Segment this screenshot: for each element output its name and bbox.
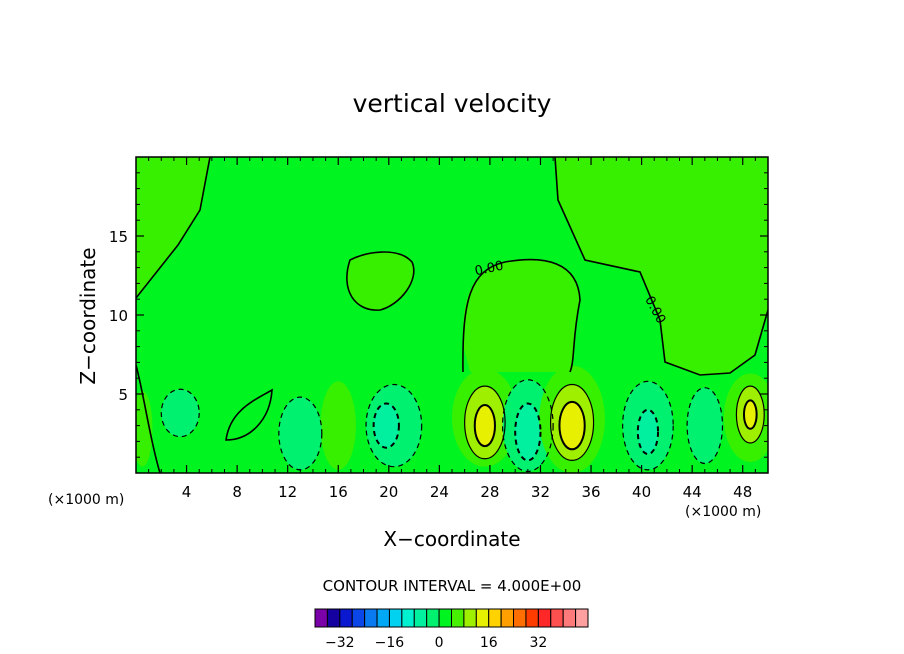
cell-e-inner-line [558,400,586,451]
cell-h-inner-line [742,399,758,430]
x-tick-label-8: 8 [232,483,242,501]
cell-g-outer-line [686,387,724,465]
y-axis-label: Z−coordinate [76,247,100,384]
cell-j-outer-line [160,388,200,438]
colorbar-swatch-10 [438,608,453,628]
cell-b-outer [320,381,356,470]
colorbar-swatch-18 [537,608,552,628]
cell-j-outer [161,389,200,437]
contour-zero-edge [136,364,161,473]
colorbar-swatch-16 [513,608,527,628]
cell-a-outer-line [365,383,423,468]
colorbar-swatch-15 [500,608,515,628]
cell-d-inner-line [514,402,542,462]
contour-label-0: 0.00 [473,259,504,280]
cell-h-mid-line [735,385,765,444]
contour-field [136,157,768,473]
x-axis-ticks: 4 8 12 16 20 24 28 32 36 40 44 48 [148,157,756,501]
x-tick-label-44: 44 [683,483,702,501]
chart-title: vertical velocity [353,89,552,118]
y-tick-label-10: 10 [109,307,128,325]
colorbar-swatch-11 [451,608,465,628]
cell-g-outer [687,387,723,464]
contour-fill-main [136,157,768,473]
colorbar-swatch-17 [525,608,539,628]
colorbar-label-0: −32 [325,635,355,651]
x-tick-label-28: 28 [480,483,499,501]
cell-d-inner [515,403,541,461]
colorbar-swatch-3 [351,608,366,628]
colorbar-swatch-5 [376,608,390,628]
contour-fill-center [462,259,580,372]
cell-a-inner-line [372,402,400,449]
x-tick-label-16: 16 [329,483,348,501]
colorbar-swatch-8 [413,608,428,628]
colorbar: −32 −16 0 16 32 [314,608,589,651]
plot-area: 0.000.00 [135,156,769,474]
cell-h-inner [743,400,757,429]
colorbar-swatch-14 [488,608,502,628]
colorbar-swatch-19 [550,608,564,628]
colorbar-label-1: −16 [375,635,405,651]
colorbar-swatch-21 [575,608,589,628]
y-tick-label-15: 15 [109,228,128,246]
colorbar-swatch-1 [326,608,341,628]
colorbar-label-3: 16 [480,635,498,651]
cell-k-outer [136,390,153,467]
x-tick-label-12: 12 [278,483,297,501]
x-tick-label-4: 4 [182,483,192,501]
cell-c-inner-line [473,404,496,448]
cell-a-inner [373,403,399,448]
colorbar-swatch-9 [426,608,440,628]
colorbar-swatch-0 [314,608,328,628]
x-tick-label-40: 40 [632,483,651,501]
cell-c-mid-line [464,385,506,460]
contour-zero-right [554,157,768,376]
x-axis-unit-right: (×1000 m) [685,504,761,520]
colorbar-label-4: 32 [529,635,547,651]
colorbar-swatch-20 [562,608,577,628]
x-tick-label-20: 20 [379,483,398,501]
x-tick-label-24: 24 [430,483,449,501]
cell-f-inner-line [636,408,660,456]
x-tick-label-36: 36 [581,483,600,501]
colorbar-swatch-2 [339,608,353,628]
contour-zero-small [225,388,273,441]
colorbar-swatch-12 [463,608,477,628]
colorbar-swatch-13 [475,608,490,628]
cell-f-inner [637,409,659,455]
x-axis-label: X−coordinate [383,527,520,551]
colorbar-swatch-7 [401,608,415,628]
contour-fill-island [346,252,414,311]
colorbar-swatch-4 [364,608,378,628]
x-axis-unit-left: (×1000 m) [48,492,124,508]
x-tick-label-32: 32 [531,483,550,501]
contour-interval-label: CONTOUR INTERVAL = 4.000E+00 [323,577,582,595]
y-axis-ticks: 5 10 15 [109,172,768,458]
colorbar-swatch-6 [388,608,403,628]
cell-e-mid-line [549,383,595,461]
contour-lines [136,157,768,473]
cell-e-inner [559,401,585,450]
contour-zero-island [346,251,415,311]
cell-f-outer-line [622,380,674,471]
contour-zero-center [462,258,581,373]
cell-i-outer [278,397,322,470]
contour-zero-left [136,157,211,299]
colorbar-label-2: 0 [435,635,444,651]
y-tick-label-5: 5 [118,386,128,404]
cell-c-inner [474,405,495,447]
x-tick-label-48: 48 [733,483,752,501]
